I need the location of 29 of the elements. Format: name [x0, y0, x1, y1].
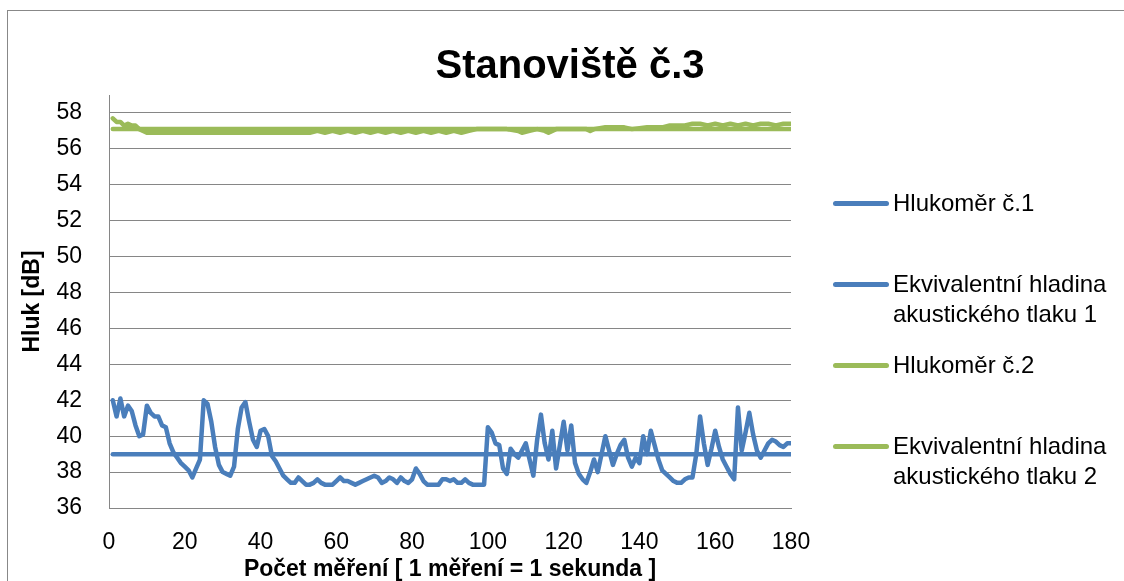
x-tick-label: 20 [171, 528, 198, 555]
chart-title: Stanoviště č.3 [435, 41, 705, 88]
x-tick-label: 140 [620, 528, 659, 555]
y-tick-label: 48 [56, 277, 82, 304]
x-tick-label: 120 [544, 528, 583, 555]
legend-label: Ekvivalentní hladina akustického tlaku 2 [893, 431, 1108, 491]
y-tick-label: 40 [56, 421, 82, 448]
x-axis-title: Počet měření [ 1 měření = 1 sekunda ] [243, 554, 657, 581]
y-tick-label: 44 [56, 349, 83, 376]
y-tick-label: 52 [56, 206, 82, 233]
y-tick-label: 46 [56, 313, 82, 340]
legend-label: Hlukoměr č.2 [893, 350, 1035, 380]
legend-label: Hlukoměr č.1 [893, 188, 1035, 218]
x-tick-label: 100 [468, 528, 508, 555]
x-tick-label: 40 [247, 528, 274, 555]
x-tick-label: 80 [399, 528, 425, 555]
y-tick-label: 50 [56, 241, 82, 268]
y-tick-label: 54 [56, 170, 83, 197]
y-tick-label: 58 [56, 98, 82, 125]
y-tick-label: 38 [56, 457, 82, 484]
y-tick-label: 42 [56, 385, 82, 412]
y-tick-label: 36 [56, 493, 82, 520]
x-tick-label: 160 [696, 528, 735, 555]
legend-label: Ekvivalentní hladina akustického tlaku 1 [893, 269, 1108, 329]
x-tick-label: 60 [323, 528, 350, 555]
x-tick-label: 180 [771, 528, 811, 555]
x-tick-label: 0 [102, 528, 116, 555]
y-axis-title: Hluk [dB] [17, 250, 44, 353]
y-tick-label: 56 [56, 134, 82, 161]
